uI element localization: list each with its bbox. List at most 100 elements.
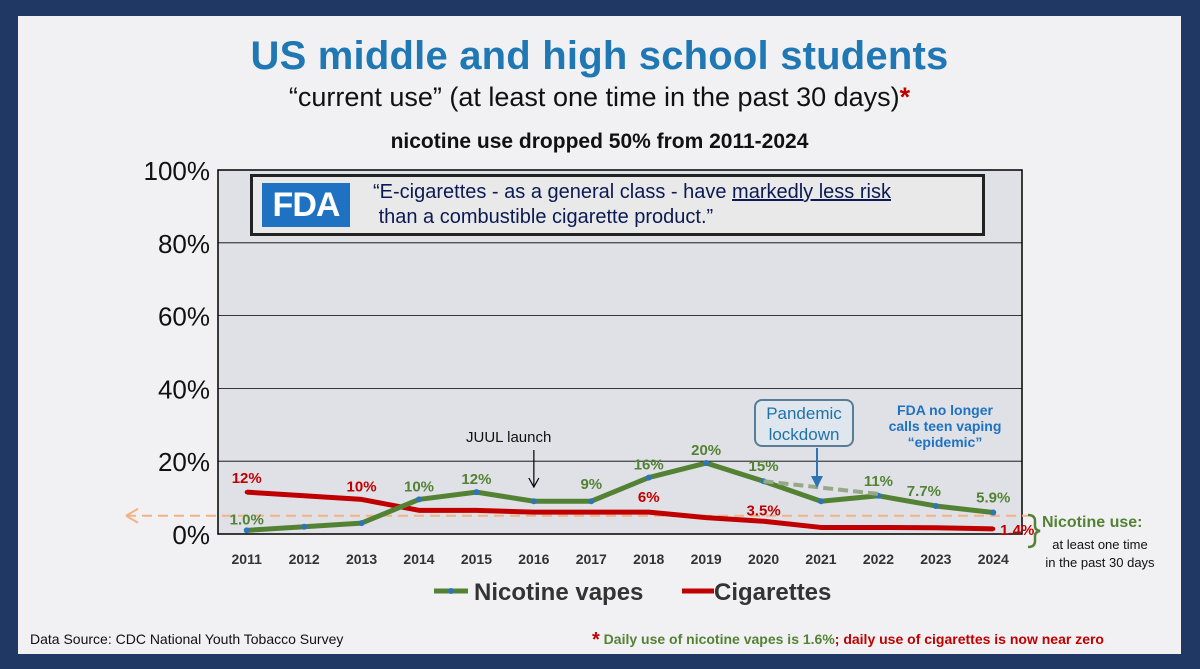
- subtitle: “current use” (at least one time in the …: [18, 82, 1181, 113]
- x-tick-label: 2017: [576, 551, 607, 567]
- x-tick-label: 2014: [403, 551, 434, 567]
- vapes-data-label: 11%: [864, 473, 893, 490]
- page-title: US middle and high school students: [250, 34, 949, 78]
- cigarettes-point: [991, 526, 996, 531]
- fda-note-line3: “epidemic”: [907, 434, 983, 450]
- cigarettes-point: [474, 508, 479, 513]
- footnote-red: ; daily use of cigarettes is now near ze…: [834, 631, 1104, 647]
- fda-quote-underlined: markedly less risk: [732, 181, 891, 203]
- cigarettes-point: [244, 490, 249, 495]
- vapes-point: [416, 496, 422, 503]
- cigarettes-line: [246, 489, 994, 532]
- cigarettes-point: [761, 519, 766, 524]
- nicotine-use-sub1: at least one time: [1052, 537, 1148, 552]
- y-tick-label: 0%: [172, 520, 210, 550]
- fda-quote-box: FDA “E-cigarettes - as a general class -…: [250, 174, 985, 236]
- x-tick-label: 2018: [633, 551, 664, 567]
- fda-quote-part2: than a combustible cigarette product.”: [378, 206, 714, 228]
- x-tick-label: 2015: [461, 551, 492, 567]
- vapes-point: [990, 509, 997, 516]
- footnote: * Daily use of nicotine vapes is 1.6%; d…: [592, 629, 1104, 652]
- footnote-green: Daily use of nicotine vapes is 1.6%: [599, 631, 835, 647]
- vapes-data-label: 5.9%: [976, 490, 1010, 507]
- vapes-data-label: 20%: [691, 442, 721, 459]
- x-tick-label: 2020: [748, 551, 779, 567]
- cigarettes-data-label: 10%: [347, 478, 377, 495]
- vapes-point: [645, 474, 652, 481]
- x-tick-label: 2019: [691, 551, 722, 567]
- fda-epidemic-note: FDA no longer calls teen vaping “epidemi…: [880, 402, 1010, 450]
- juul-arrowhead: [528, 477, 540, 489]
- y-tick-label: 20%: [158, 447, 210, 477]
- fda-logo: FDA: [262, 183, 350, 227]
- cigarettes-point: [704, 515, 709, 520]
- footnote-star: *: [592, 629, 600, 651]
- vapes-point: [703, 460, 710, 467]
- pandemic-counterfactual-line: [763, 479, 879, 496]
- y-tick-label: 80%: [158, 229, 210, 259]
- cigarettes-point: [589, 510, 594, 515]
- nicotine-use-sub: at least one time in the past 30 days: [1030, 536, 1170, 572]
- vapes-point: [818, 498, 824, 505]
- vapes-data-label: 9%: [580, 476, 602, 493]
- y-tick-label: 60%: [158, 302, 210, 332]
- subtitle-star: *: [899, 82, 911, 112]
- cigarettes-point: [933, 525, 938, 530]
- headline: nicotine use dropped 50% from 2011-2024: [390, 130, 809, 153]
- cigarettes-point: [531, 510, 536, 515]
- legend-cigarettes-label: Cigarettes: [714, 579, 831, 606]
- fda-quote-part1: “E-cigarettes - as a general class - hav…: [373, 181, 733, 203]
- fda-note-line2: calls teen vaping: [888, 418, 1002, 434]
- legend-vapes-marker: [448, 588, 454, 594]
- pandemic-line1: Pandemic: [766, 404, 842, 423]
- nicotine-use-bracket: [1027, 513, 1041, 549]
- vapes-data-label: 16%: [634, 457, 664, 474]
- cigarettes-data-label: 3.5%: [746, 502, 780, 519]
- cigarettes-point: [302, 493, 307, 498]
- cigarettes-data-label: 6%: [638, 489, 660, 506]
- vapes-data-label: 12%: [461, 471, 491, 488]
- vapes-point: [588, 498, 595, 505]
- cigarettes-point: [417, 508, 421, 513]
- nicotine-use-label: Nicotine use:: [1042, 514, 1143, 531]
- fda-note-line1: FDA no longer: [897, 402, 993, 418]
- legend-vapes-label: Nicotine vapes: [474, 579, 643, 606]
- vapes-data-label: 1.0%: [230, 511, 264, 528]
- cigarettes-point: [819, 525, 823, 530]
- pandemic-line2: lockdown: [768, 425, 840, 444]
- x-tick-label: 2022: [863, 551, 894, 567]
- vapes-line: [246, 460, 994, 533]
- x-tick-label: 2013: [346, 551, 377, 567]
- x-tick-label: 2011: [232, 551, 263, 567]
- cigarettes-point: [646, 510, 651, 515]
- slide: US middle and high school students “curr…: [18, 16, 1181, 654]
- vapes-data-label: 15%: [749, 458, 779, 475]
- vapes-data-label: 7.7%: [907, 483, 941, 500]
- y-tick-label: 100%: [144, 156, 211, 186]
- fda-quote: “E-cigarettes - as a general class - hav…: [373, 180, 973, 230]
- reference-arrow: [125, 507, 139, 524]
- pandemic-arrowhead: [811, 476, 823, 488]
- cigarettes-data-label: 12%: [232, 470, 262, 487]
- nicotine-use-sub2: in the past 30 days: [1045, 555, 1155, 570]
- cigarettes-point: [876, 525, 881, 530]
- x-tick-label: 2023: [920, 551, 951, 567]
- vapes-point: [932, 502, 939, 509]
- vapes-point: [243, 527, 250, 534]
- y-tick-label: 40%: [158, 374, 210, 404]
- vapes-point: [473, 489, 480, 496]
- juul-annotation: JUUL launch: [466, 429, 552, 446]
- x-tick-label: 2012: [289, 551, 320, 567]
- cigarettes-data-label: 1.4%: [1000, 522, 1034, 539]
- x-tick-label: 2016: [518, 551, 549, 567]
- x-tick-label: 2024: [978, 551, 1009, 567]
- line-chart: 0% 20% 40% 60% 80% 100% 2011 2012 2013 2014 2015 20…: [125, 156, 1041, 606]
- data-source: Data Source: CDC National Youth Tobacco …: [30, 631, 344, 647]
- x-tick-label: 2021: [805, 551, 836, 567]
- vapes-point: [530, 498, 537, 505]
- subtitle-text: “current use” (at least one time in the …: [288, 82, 900, 112]
- pandemic-annotation: Pandemic lockdown: [754, 399, 854, 447]
- vapes-point: [358, 520, 365, 527]
- vapes-point: [301, 523, 308, 530]
- cigarettes-point: [359, 497, 364, 502]
